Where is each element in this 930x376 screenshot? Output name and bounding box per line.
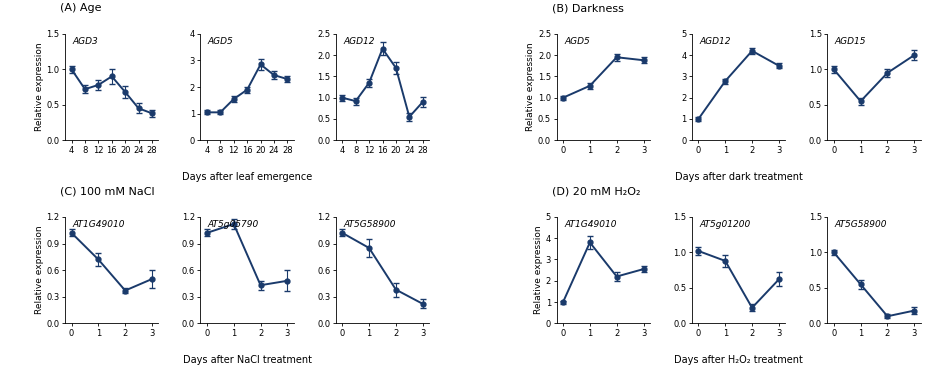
- Text: (B) Darkness: (B) Darkness: [552, 3, 624, 13]
- Text: AT5G58900: AT5G58900: [835, 220, 887, 229]
- Text: Days after leaf emergence: Days after leaf emergence: [182, 172, 312, 182]
- Text: AT5g01200: AT5g01200: [699, 220, 751, 229]
- Text: AGD12: AGD12: [699, 37, 731, 46]
- Text: AGD12: AGD12: [343, 37, 375, 46]
- Text: (D) 20 mM H₂O₂: (D) 20 mM H₂O₂: [552, 186, 641, 196]
- Text: Days after dark treatment: Days after dark treatment: [675, 172, 803, 182]
- Y-axis label: Relative expression: Relative expression: [34, 43, 44, 131]
- Text: AGD15: AGD15: [835, 37, 867, 46]
- Text: (A) Age: (A) Age: [60, 3, 102, 13]
- Y-axis label: Relative expression: Relative expression: [526, 43, 535, 131]
- Y-axis label: Relative expression: Relative expression: [534, 226, 543, 314]
- Text: AGD5: AGD5: [565, 37, 590, 46]
- Text: AT5g05790: AT5g05790: [208, 220, 259, 229]
- Text: AT5G58900: AT5G58900: [343, 220, 396, 229]
- Text: AGD5: AGD5: [208, 37, 233, 46]
- Text: AT1G49010: AT1G49010: [73, 220, 125, 229]
- Text: (C) 100 mM NaCl: (C) 100 mM NaCl: [60, 186, 155, 196]
- Text: AT1G49010: AT1G49010: [565, 220, 617, 229]
- Text: Days after H₂O₂ treatment: Days after H₂O₂ treatment: [674, 355, 804, 365]
- Text: AGD3: AGD3: [73, 37, 99, 46]
- Y-axis label: Relative expression: Relative expression: [34, 226, 44, 314]
- Text: Days after NaCl treatment: Days after NaCl treatment: [182, 355, 312, 365]
